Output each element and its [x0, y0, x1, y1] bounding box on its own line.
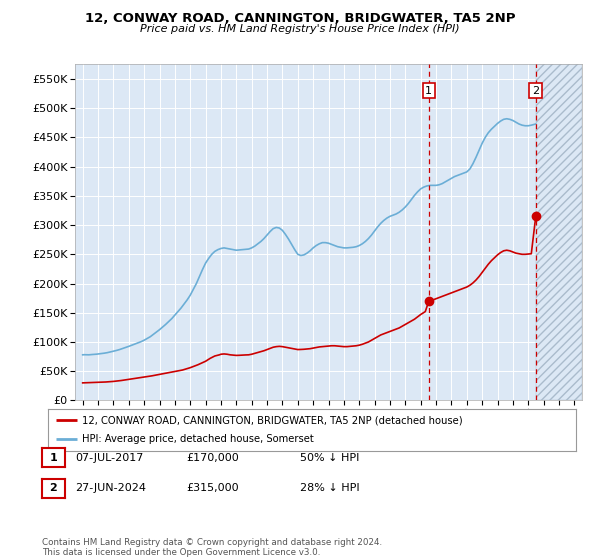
Text: 27-JUN-2024: 27-JUN-2024: [75, 483, 146, 493]
Text: HPI: Average price, detached house, Somerset: HPI: Average price, detached house, Some…: [82, 435, 314, 445]
Text: £170,000: £170,000: [186, 452, 239, 463]
Text: 28% ↓ HPI: 28% ↓ HPI: [300, 483, 359, 493]
Text: £315,000: £315,000: [186, 483, 239, 493]
Text: 12, CONWAY ROAD, CANNINGTON, BRIDGWATER, TA5 2NP (detached house): 12, CONWAY ROAD, CANNINGTON, BRIDGWATER,…: [82, 415, 463, 425]
Bar: [536, 64, 582, 400]
Text: 12, CONWAY ROAD, CANNINGTON, BRIDGWATER, TA5 2NP: 12, CONWAY ROAD, CANNINGTON, BRIDGWATER,…: [85, 12, 515, 25]
Text: 2: 2: [532, 86, 539, 96]
Text: Contains HM Land Registry data © Crown copyright and database right 2024.
This d: Contains HM Land Registry data © Crown c…: [42, 538, 382, 557]
Text: Price paid vs. HM Land Registry's House Price Index (HPI): Price paid vs. HM Land Registry's House …: [140, 24, 460, 34]
Text: 1: 1: [50, 452, 57, 463]
Text: 50% ↓ HPI: 50% ↓ HPI: [300, 452, 359, 463]
Text: 1: 1: [425, 86, 433, 96]
Text: 2: 2: [50, 483, 57, 493]
Text: 07-JUL-2017: 07-JUL-2017: [75, 452, 143, 463]
